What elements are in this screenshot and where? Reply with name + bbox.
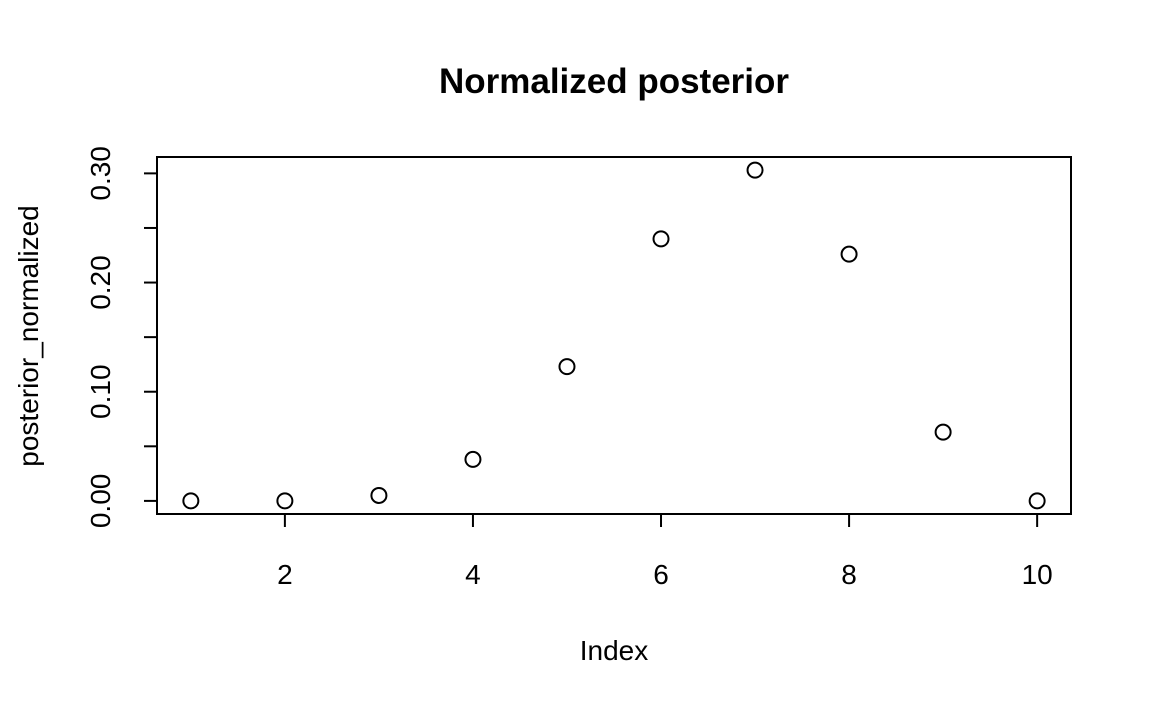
x-tick-label: 8: [841, 559, 857, 590]
x-tick-label: 4: [465, 559, 481, 590]
y-tick-label: 0.00: [85, 474, 116, 528]
x-axis: 2 4 6 8 10: [277, 513, 1053, 590]
data-point: [464, 450, 482, 468]
data-point: [1028, 492, 1046, 510]
data-point: [276, 492, 294, 510]
data-point: [652, 230, 670, 248]
y-axis: 0.00 0.10 0.20 0.30: [85, 146, 158, 528]
data-point: [370, 486, 388, 504]
data-point: [558, 358, 576, 376]
y-axis-label: posterior_normalized: [13, 205, 44, 466]
data-points: [182, 161, 1046, 510]
y-tick-label: 0.10: [85, 364, 116, 419]
y-tick-label: 0.30: [85, 146, 116, 201]
data-point: [746, 161, 764, 179]
x-tick-label: 2: [277, 559, 293, 590]
chart-title: Normalized posterior: [439, 62, 789, 101]
y-tick-label: 0.20: [85, 255, 116, 310]
x-axis-label: Index: [580, 635, 649, 666]
data-point: [182, 492, 200, 510]
x-tick-label: 10: [1022, 559, 1053, 590]
data-point: [934, 423, 952, 441]
x-tick-label: 6: [653, 559, 669, 590]
plot-frame: [156, 156, 1072, 515]
data-point: [840, 245, 858, 263]
